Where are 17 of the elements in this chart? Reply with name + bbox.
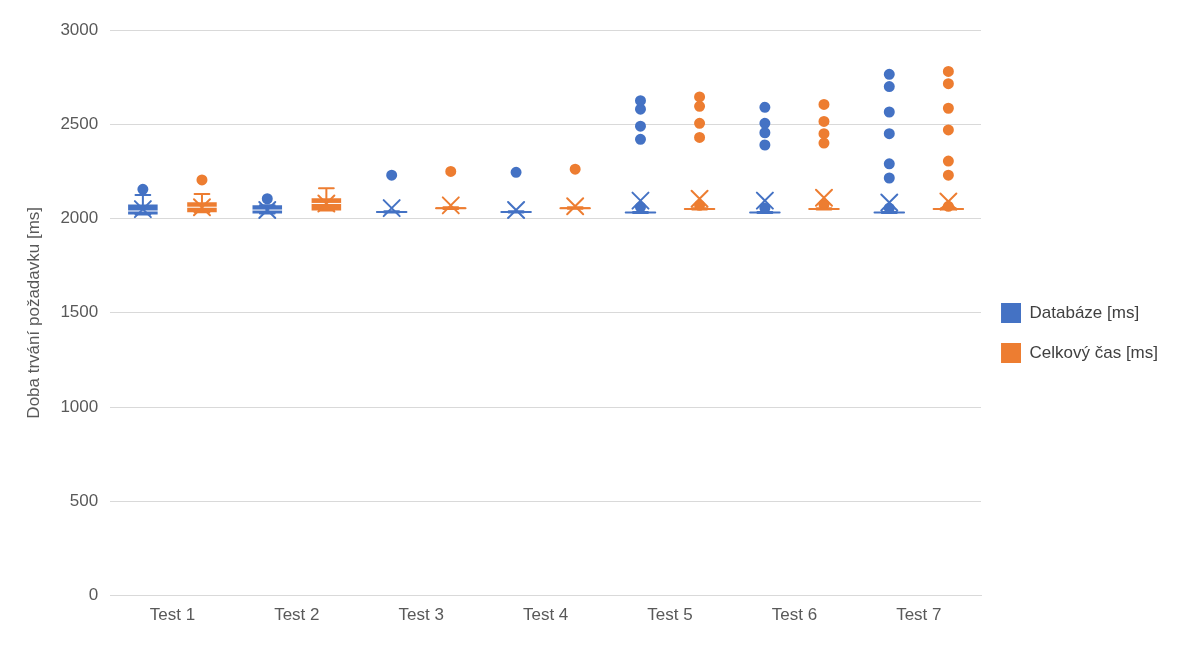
y-tick-label: 1500 [60,302,99,322]
legend-label: Celkový čas [ms] [1029,342,1159,362]
y-tick-label: 2500 [60,113,99,133]
x-tick-label: Test 2 [274,605,320,625]
y-axis-title: Doba trvání požadavku [ms] [23,206,43,419]
x-tick-label: Test 7 [896,605,942,625]
y-tick-label: 2000 [60,208,99,228]
x-tick-label: Test 3 [398,605,444,625]
y-tick-label: 0 [88,585,99,605]
x-tick-label: Test 1 [149,605,196,625]
y-tick-label: 3000 [60,19,99,39]
legend-label: Databáze [ms] [1029,302,1140,322]
x-tick-label: Test 4 [522,605,569,625]
y-tick-label: 1000 [60,396,99,416]
x-tick-label: Test 5 [647,605,693,625]
x-tick-label: Test 6 [771,605,818,625]
y-tick-label: 500 [69,491,99,511]
